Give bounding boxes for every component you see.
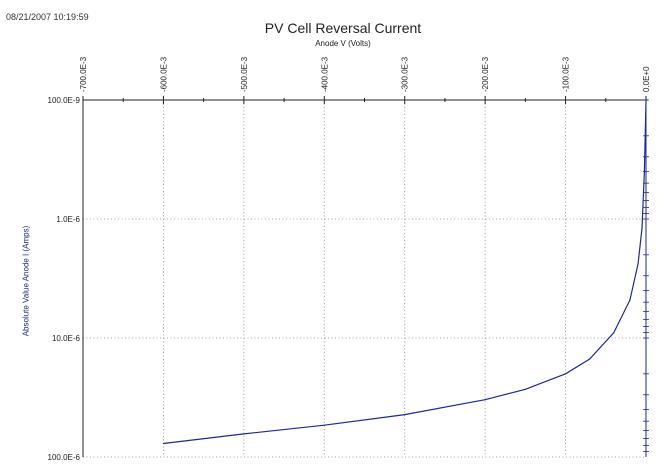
data-point [404, 413, 406, 416]
data-point [589, 358, 591, 360]
data-point [564, 373, 567, 375]
data-point [162, 442, 165, 445]
y-tick-label: 100.0E-9 [48, 96, 81, 105]
chart-title: PV Cell Reversal Current [264, 20, 422, 36]
data-point [323, 424, 325, 426]
timestamp: 08/21/2007 10:19:59 [6, 12, 89, 22]
data-point [613, 331, 615, 334]
data-point [641, 227, 643, 230]
x-tick-label: 0.0E+0 [642, 66, 651, 92]
data-series-line [163, 99, 647, 445]
x-tick-label: -300.0E-3 [401, 56, 410, 92]
x-tick-label: -700.0E-3 [79, 56, 88, 92]
y-tick-label: 1.0E-6 [56, 215, 80, 224]
x-tick-label: -600.0E-3 [159, 56, 168, 92]
x-tick-label: -400.0E-3 [320, 56, 329, 92]
data-point [645, 99, 647, 101]
data-point [643, 171, 645, 173]
x-tick-label: -200.0E-3 [481, 56, 490, 92]
data-point [629, 299, 631, 301]
x-tick-label: -500.0E-3 [240, 56, 249, 92]
y-tick-label: 100.0E-6 [48, 453, 81, 462]
y-tick-label: 10.0E-6 [52, 334, 81, 343]
x-tick-label: -100.0E-3 [562, 56, 571, 92]
data-point [637, 263, 639, 265]
x-axis-label: Anode V (Volts) [315, 39, 371, 48]
data-point [243, 433, 245, 435]
data-point [524, 388, 526, 390]
data-point [484, 399, 486, 401]
